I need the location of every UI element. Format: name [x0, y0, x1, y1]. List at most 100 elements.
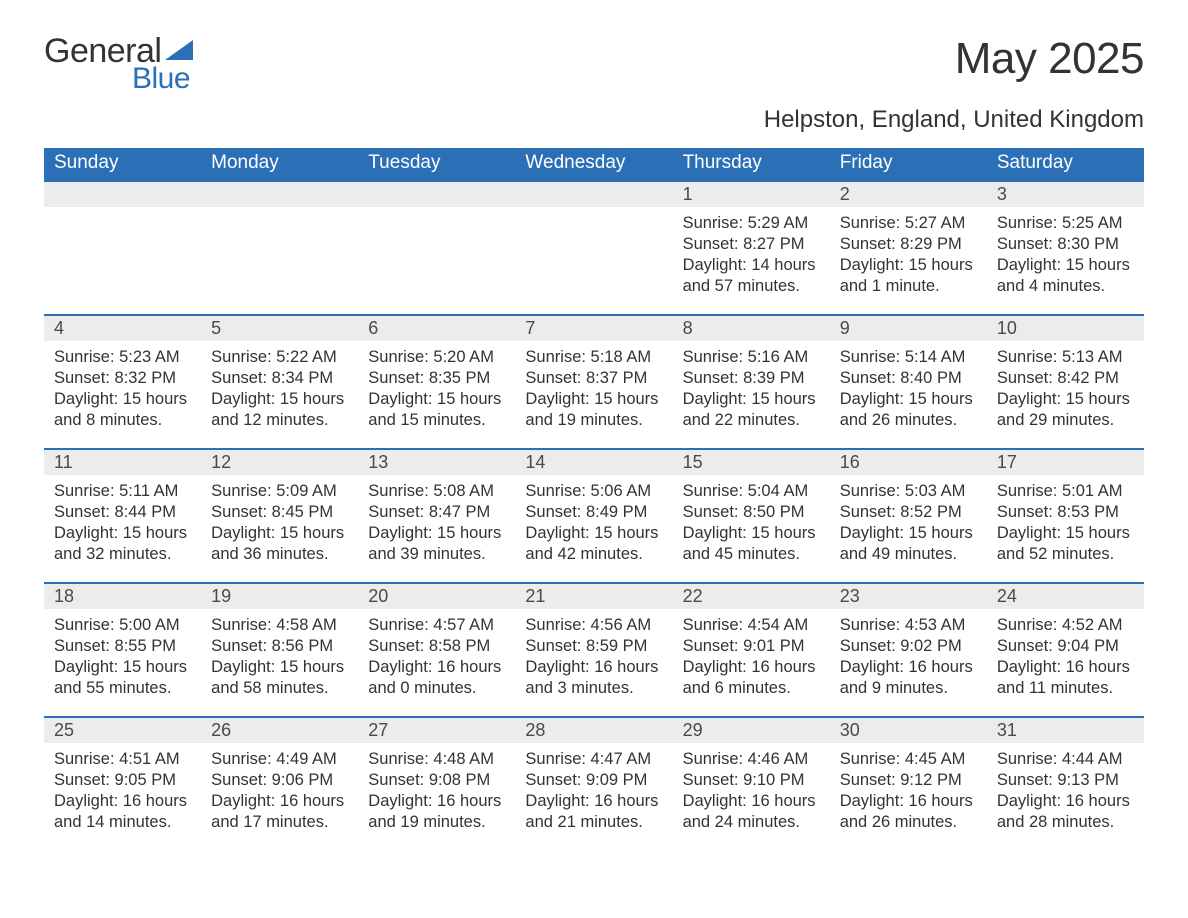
day-number-cell: [358, 181, 515, 207]
sunset-line: Sunset: 9:06 PM: [211, 770, 348, 791]
calendar-content-row: Sunrise: 5:00 AMSunset: 8:55 PMDaylight:…: [44, 609, 1144, 717]
daylight-line: Daylight: 15 hours and 58 minutes.: [211, 657, 348, 699]
day-content-cell: Sunrise: 5:09 AMSunset: 8:45 PMDaylight:…: [201, 475, 358, 583]
sunrise-line: Sunrise: 5:13 AM: [997, 347, 1134, 368]
daylight-line: Daylight: 15 hours and 45 minutes.: [683, 523, 820, 565]
day-content-cell: Sunrise: 4:44 AMSunset: 9:13 PMDaylight:…: [987, 743, 1144, 851]
day-number-cell: 5: [201, 315, 358, 341]
day-content-cell: [515, 207, 672, 315]
day-number-cell: 23: [830, 583, 987, 609]
sunrise-line: Sunrise: 4:58 AM: [211, 615, 348, 636]
day-content-cell: Sunrise: 5:01 AMSunset: 8:53 PMDaylight:…: [987, 475, 1144, 583]
day-content-cell: Sunrise: 5:03 AMSunset: 8:52 PMDaylight:…: [830, 475, 987, 583]
sunrise-line: Sunrise: 4:57 AM: [368, 615, 505, 636]
day-number-cell: 3: [987, 181, 1144, 207]
sunrise-line: Sunrise: 4:46 AM: [683, 749, 820, 770]
calendar-table: SundayMondayTuesdayWednesdayThursdayFrid…: [44, 148, 1144, 851]
day-number-cell: 25: [44, 717, 201, 743]
calendar-content-row: Sunrise: 5:11 AMSunset: 8:44 PMDaylight:…: [44, 475, 1144, 583]
sunrise-line: Sunrise: 5:20 AM: [368, 347, 505, 368]
daylight-line: Daylight: 15 hours and 26 minutes.: [840, 389, 977, 431]
day-number-cell: 1: [673, 181, 830, 207]
sunrise-line: Sunrise: 5:22 AM: [211, 347, 348, 368]
day-number-cell: 6: [358, 315, 515, 341]
sunrise-line: Sunrise: 4:49 AM: [211, 749, 348, 770]
day-content-cell: Sunrise: 4:58 AMSunset: 8:56 PMDaylight:…: [201, 609, 358, 717]
sunset-line: Sunset: 8:53 PM: [997, 502, 1134, 523]
day-content-cell: Sunrise: 5:04 AMSunset: 8:50 PMDaylight:…: [673, 475, 830, 583]
daylight-line: Daylight: 16 hours and 3 minutes.: [525, 657, 662, 699]
calendar-content-row: Sunrise: 5:23 AMSunset: 8:32 PMDaylight:…: [44, 341, 1144, 449]
sunset-line: Sunset: 8:49 PM: [525, 502, 662, 523]
sunset-line: Sunset: 9:04 PM: [997, 636, 1134, 657]
daylight-line: Daylight: 16 hours and 21 minutes.: [525, 791, 662, 833]
sunrise-line: Sunrise: 4:51 AM: [54, 749, 191, 770]
sunrise-line: Sunrise: 4:54 AM: [683, 615, 820, 636]
daylight-line: Daylight: 14 hours and 57 minutes.: [683, 255, 820, 297]
day-number-cell: 7: [515, 315, 672, 341]
day-content-cell: [358, 207, 515, 315]
day-number-cell: 18: [44, 583, 201, 609]
day-content-cell: Sunrise: 4:47 AMSunset: 9:09 PMDaylight:…: [515, 743, 672, 851]
day-content-cell: Sunrise: 5:11 AMSunset: 8:44 PMDaylight:…: [44, 475, 201, 583]
day-content-cell: Sunrise: 5:20 AMSunset: 8:35 PMDaylight:…: [358, 341, 515, 449]
daylight-line: Daylight: 15 hours and 52 minutes.: [997, 523, 1134, 565]
daylight-line: Daylight: 16 hours and 19 minutes.: [368, 791, 505, 833]
brand-word-2: Blue: [132, 64, 197, 94]
weekday-header: Wednesday: [515, 148, 672, 181]
day-content-cell: Sunrise: 5:06 AMSunset: 8:49 PMDaylight:…: [515, 475, 672, 583]
sunset-line: Sunset: 9:05 PM: [54, 770, 191, 791]
sunset-line: Sunset: 8:47 PM: [368, 502, 505, 523]
sunset-line: Sunset: 8:32 PM: [54, 368, 191, 389]
day-content-cell: Sunrise: 5:08 AMSunset: 8:47 PMDaylight:…: [358, 475, 515, 583]
daylight-line: Daylight: 15 hours and 36 minutes.: [211, 523, 348, 565]
day-number-cell: 22: [673, 583, 830, 609]
sunrise-line: Sunrise: 5:09 AM: [211, 481, 348, 502]
weekday-header: Monday: [201, 148, 358, 181]
day-number-cell: 17: [987, 449, 1144, 475]
day-content-cell: [44, 207, 201, 315]
daylight-line: Daylight: 15 hours and 4 minutes.: [997, 255, 1134, 297]
sunrise-line: Sunrise: 5:11 AM: [54, 481, 191, 502]
daylight-line: Daylight: 15 hours and 1 minute.: [840, 255, 977, 297]
daylight-line: Daylight: 15 hours and 19 minutes.: [525, 389, 662, 431]
sunrise-line: Sunrise: 4:48 AM: [368, 749, 505, 770]
daylight-line: Daylight: 15 hours and 39 minutes.: [368, 523, 505, 565]
daylight-line: Daylight: 15 hours and 15 minutes.: [368, 389, 505, 431]
day-content-cell: Sunrise: 5:14 AMSunset: 8:40 PMDaylight:…: [830, 341, 987, 449]
sunset-line: Sunset: 8:29 PM: [840, 234, 977, 255]
sunset-line: Sunset: 8:59 PM: [525, 636, 662, 657]
day-content-cell: Sunrise: 4:53 AMSunset: 9:02 PMDaylight:…: [830, 609, 987, 717]
daylight-line: Daylight: 15 hours and 22 minutes.: [683, 389, 820, 431]
day-number-cell: 12: [201, 449, 358, 475]
sunset-line: Sunset: 8:40 PM: [840, 368, 977, 389]
daylight-line: Daylight: 15 hours and 55 minutes.: [54, 657, 191, 699]
weekday-header: Friday: [830, 148, 987, 181]
daylight-line: Daylight: 16 hours and 11 minutes.: [997, 657, 1134, 699]
sunset-line: Sunset: 9:09 PM: [525, 770, 662, 791]
day-number-cell: [44, 181, 201, 207]
day-content-cell: Sunrise: 5:25 AMSunset: 8:30 PMDaylight:…: [987, 207, 1144, 315]
daylight-line: Daylight: 15 hours and 8 minutes.: [54, 389, 191, 431]
day-content-cell: Sunrise: 4:57 AMSunset: 8:58 PMDaylight:…: [358, 609, 515, 717]
daylight-line: Daylight: 16 hours and 28 minutes.: [997, 791, 1134, 833]
sunset-line: Sunset: 8:45 PM: [211, 502, 348, 523]
sunrise-line: Sunrise: 5:16 AM: [683, 347, 820, 368]
day-number-cell: 15: [673, 449, 830, 475]
sunset-line: Sunset: 9:10 PM: [683, 770, 820, 791]
sunset-line: Sunset: 8:30 PM: [997, 234, 1134, 255]
day-number-cell: 2: [830, 181, 987, 207]
weekday-header-row: SundayMondayTuesdayWednesdayThursdayFrid…: [44, 148, 1144, 181]
daylight-line: Daylight: 16 hours and 24 minutes.: [683, 791, 820, 833]
sunrise-line: Sunrise: 5:18 AM: [525, 347, 662, 368]
day-content-cell: Sunrise: 5:13 AMSunset: 8:42 PMDaylight:…: [987, 341, 1144, 449]
day-number-cell: [201, 181, 358, 207]
day-number-cell: 28: [515, 717, 672, 743]
day-content-cell: Sunrise: 4:52 AMSunset: 9:04 PMDaylight:…: [987, 609, 1144, 717]
day-number-cell: 29: [673, 717, 830, 743]
weekday-header: Sunday: [44, 148, 201, 181]
day-number-cell: 16: [830, 449, 987, 475]
calendar-daynum-row: 11121314151617: [44, 449, 1144, 475]
day-content-cell: Sunrise: 4:56 AMSunset: 8:59 PMDaylight:…: [515, 609, 672, 717]
sunrise-line: Sunrise: 5:23 AM: [54, 347, 191, 368]
